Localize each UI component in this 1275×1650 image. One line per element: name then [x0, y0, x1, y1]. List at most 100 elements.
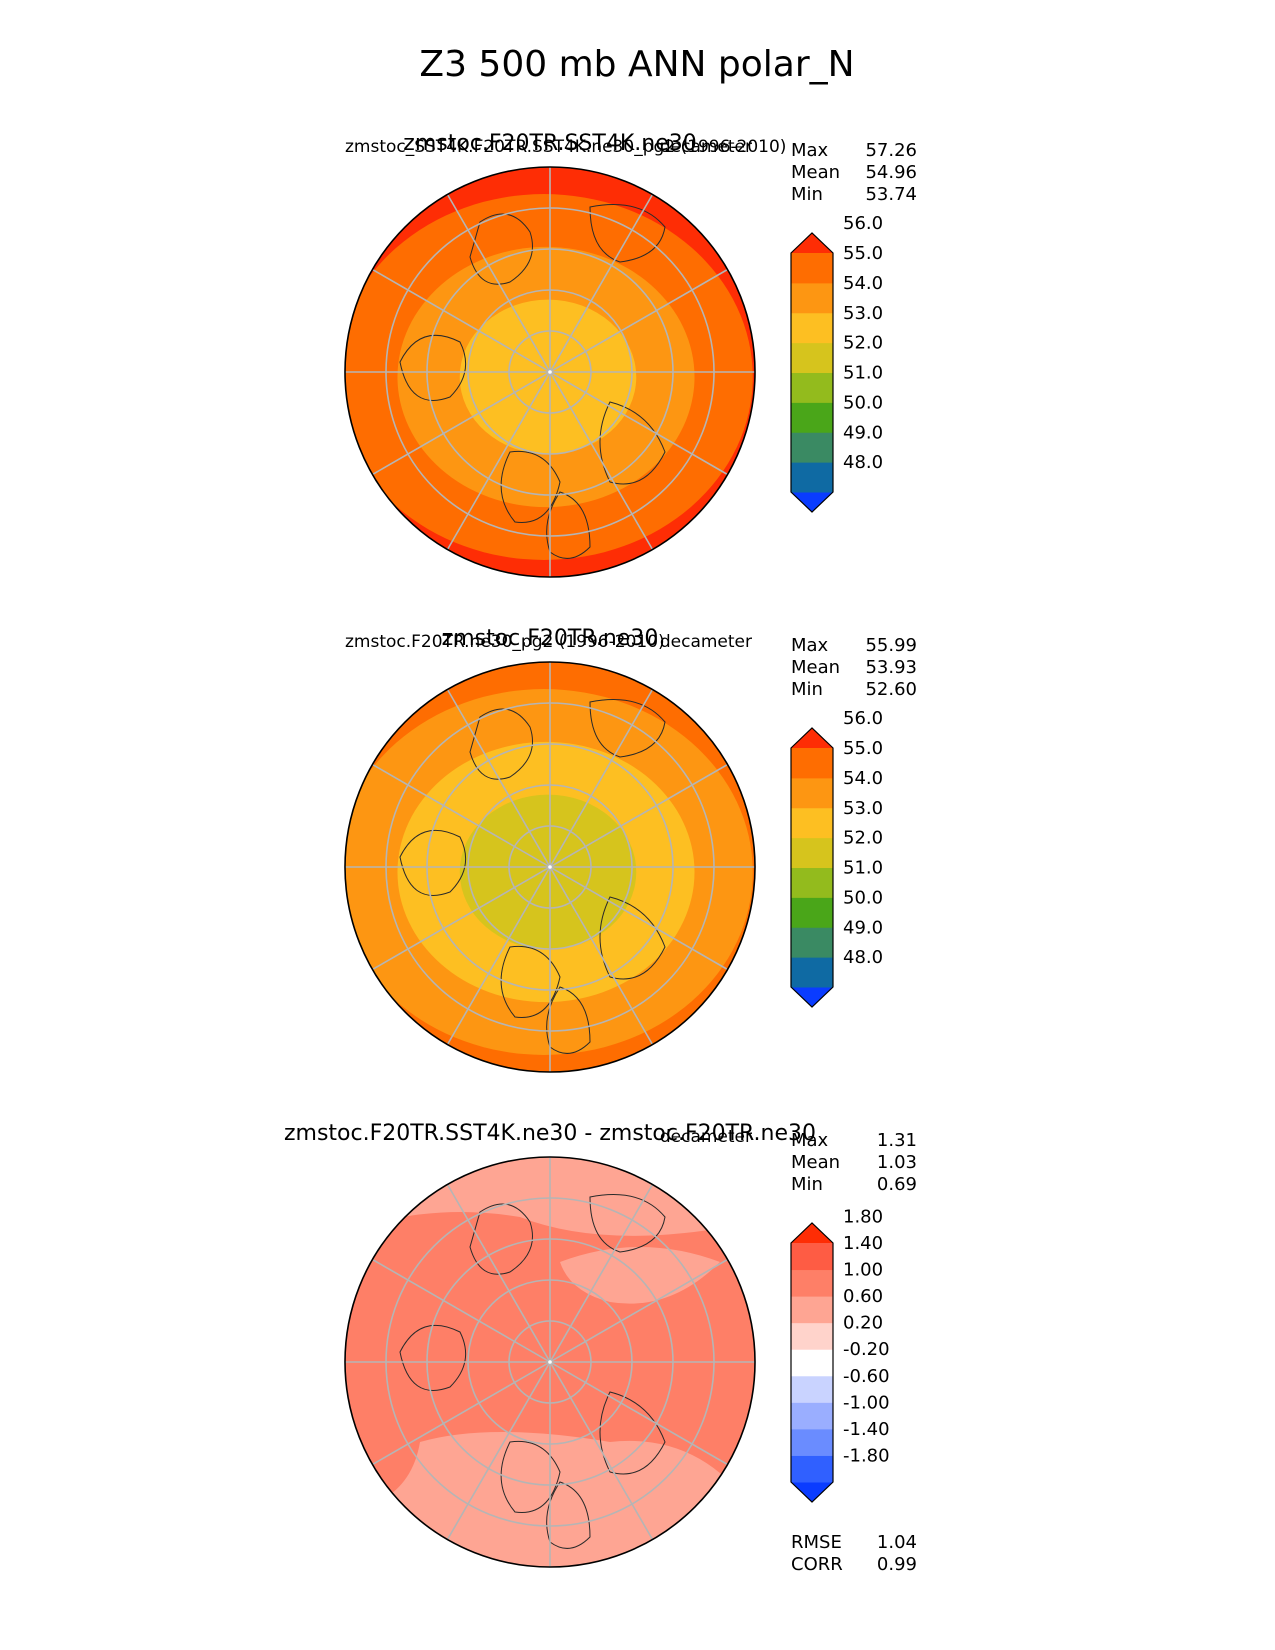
- stat-value: 0.99: [877, 1554, 917, 1575]
- panel-title: zmstoc.F20TR.SST4K.ne30 - zmstoc.F20TR.n…: [284, 1121, 816, 1146]
- stat-label: Max: [791, 1130, 829, 1151]
- coastline-5: [546, 1481, 591, 1549]
- stat-value: 1.31: [877, 1130, 917, 1151]
- pole-marker: [548, 1360, 552, 1364]
- colorbar-tick-label: 0.60: [843, 1286, 883, 1307]
- coastline-1: [399, 1324, 467, 1391]
- coastline-3: [599, 401, 666, 485]
- stat-label: Mean: [791, 657, 840, 678]
- map-boundary: [344, 1156, 756, 1568]
- colorbar-tick-label: 50.0: [843, 887, 883, 908]
- coastline-2: [589, 1194, 666, 1253]
- stat-value: 55.99: [865, 635, 917, 656]
- colorbar-bin: [791, 1375, 833, 1403]
- pole-marker: [548, 865, 552, 869]
- colorbar-tick-label: 52.0: [843, 828, 883, 849]
- panel-1: zmstoc_SST4K.F20TR.SST4K.ne30_pg2 (1996-…: [344, 131, 917, 578]
- colorbar-tick-label: 53.0: [843, 798, 883, 819]
- pole-marker: [548, 370, 552, 374]
- panel-subtitle-left: zmstoc_SST4K.F20TR.SST4K.ne30_pg2 (1996-…: [345, 137, 786, 157]
- panel-2: zmstoc.F20TR.ne30_pg2 (1996-2010)zmstoc.…: [344, 626, 917, 1073]
- stat-value: 52.60: [865, 679, 917, 700]
- colorbar-bin: [791, 897, 833, 928]
- colorbar-bin: [791, 1243, 833, 1271]
- colorbar-bin: [791, 927, 833, 958]
- colorbar-tick-label: 56.0: [843, 213, 883, 234]
- colorbar-tick-label: 1.00: [843, 1260, 883, 1281]
- colorbar-tick-label: 55.0: [843, 243, 883, 264]
- panel-units: decameter: [660, 1127, 752, 1147]
- colorbar-extend-max: [791, 1223, 833, 1243]
- colorbar-tick-label: -0.20: [843, 1339, 890, 1360]
- colorbar-bin: [791, 1269, 833, 1297]
- panel-subtitle-left: zmstoc.F20TR.ne30_pg2 (1996-2010): [345, 632, 665, 652]
- stat-value: 53.93: [865, 657, 917, 678]
- colorbar-tick-label: 56.0: [843, 708, 883, 729]
- colorbar-outline: [790, 232, 834, 513]
- colorbar-tick-label: -1.00: [843, 1392, 890, 1413]
- stat-value: 57.26: [865, 140, 917, 161]
- field-0: [345, 167, 755, 577]
- stat-label: Mean: [791, 162, 840, 183]
- colorbar-bin: [791, 1455, 833, 1483]
- map-boundary: [344, 166, 756, 578]
- panel-title: zmstoc.F20TR.ne30: [442, 626, 659, 651]
- colorbar-tick-label: -0.60: [843, 1366, 890, 1387]
- colorbar-tick-label: 1.80: [843, 1206, 883, 1227]
- colorbar-tick-label: 1.40: [843, 1233, 883, 1254]
- stat-value: 1.03: [877, 1152, 917, 1173]
- colorbar-bin: [791, 402, 833, 433]
- stat-value: 53.74: [865, 184, 917, 205]
- coastline-3: [599, 1391, 666, 1475]
- coastline-1: [399, 829, 467, 896]
- colorbar-tick-label: -1.40: [843, 1419, 890, 1440]
- colorbar-bin: [791, 253, 833, 284]
- stat-label: Min: [791, 1174, 823, 1195]
- colorbar-bin: [791, 432, 833, 463]
- stat-label: Mean: [791, 1152, 840, 1173]
- panel-units: decameter: [660, 137, 752, 157]
- figure-title: Z3 500 mb ANN polar_N: [419, 44, 854, 85]
- colorbar-bin: [791, 462, 833, 493]
- colorbar-extend-max: [791, 728, 833, 748]
- colorbar-tick-label: 49.0: [843, 422, 883, 443]
- colorbar-extend-min: [791, 987, 833, 1007]
- colorbar-tick-label: 50.0: [843, 392, 883, 413]
- colorbar-bin: [791, 1322, 833, 1350]
- colorbar-bin: [791, 837, 833, 868]
- colorbar-extend-min: [791, 492, 833, 512]
- colorbar-tick-label: 54.0: [843, 768, 883, 789]
- field-2: [345, 1157, 755, 1567]
- coastline-4: [500, 945, 561, 1018]
- stat-label: Max: [791, 140, 829, 161]
- coastline-2: [589, 699, 666, 758]
- colorbar-tick-label: 53.0: [843, 303, 883, 324]
- stat-label: Min: [791, 184, 823, 205]
- stat-label: Max: [791, 635, 829, 656]
- panel-3: zmstoc.F20TR.SST4K.ne30 - zmstoc.F20TR.n…: [284, 1121, 917, 1575]
- colorbar-bin: [791, 1428, 833, 1456]
- colorbar-bin: [791, 1402, 833, 1430]
- colorbar-bin: [791, 1349, 833, 1377]
- colorbar-bin: [791, 342, 833, 373]
- stat-label: CORR: [791, 1554, 843, 1575]
- coastline-3: [599, 896, 666, 980]
- coastline-4: [500, 1440, 561, 1513]
- colorbar-outline: [790, 1222, 834, 1503]
- stat-label: RMSE: [791, 1532, 842, 1553]
- panel-title: zmstoc.F20TR.SST4K.ne30: [403, 131, 696, 156]
- coastline-2: [589, 204, 666, 263]
- map-boundary: [344, 661, 756, 1073]
- coastline-5: [546, 986, 591, 1054]
- coastline-5: [546, 491, 591, 559]
- field-1: [345, 662, 755, 1072]
- colorbar-bin: [791, 312, 833, 344]
- colorbar-tick-label: 48.0: [843, 947, 883, 968]
- colorbar-tick-label: 54.0: [843, 273, 883, 294]
- colorbar-bin: [791, 748, 833, 779]
- stat-value: 54.96: [865, 162, 917, 183]
- colorbar-extend-max: [791, 233, 833, 253]
- colorbar-tick-label: 55.0: [843, 738, 883, 759]
- colorbar-bin: [791, 957, 833, 988]
- colorbar-tick-label: 49.0: [843, 917, 883, 938]
